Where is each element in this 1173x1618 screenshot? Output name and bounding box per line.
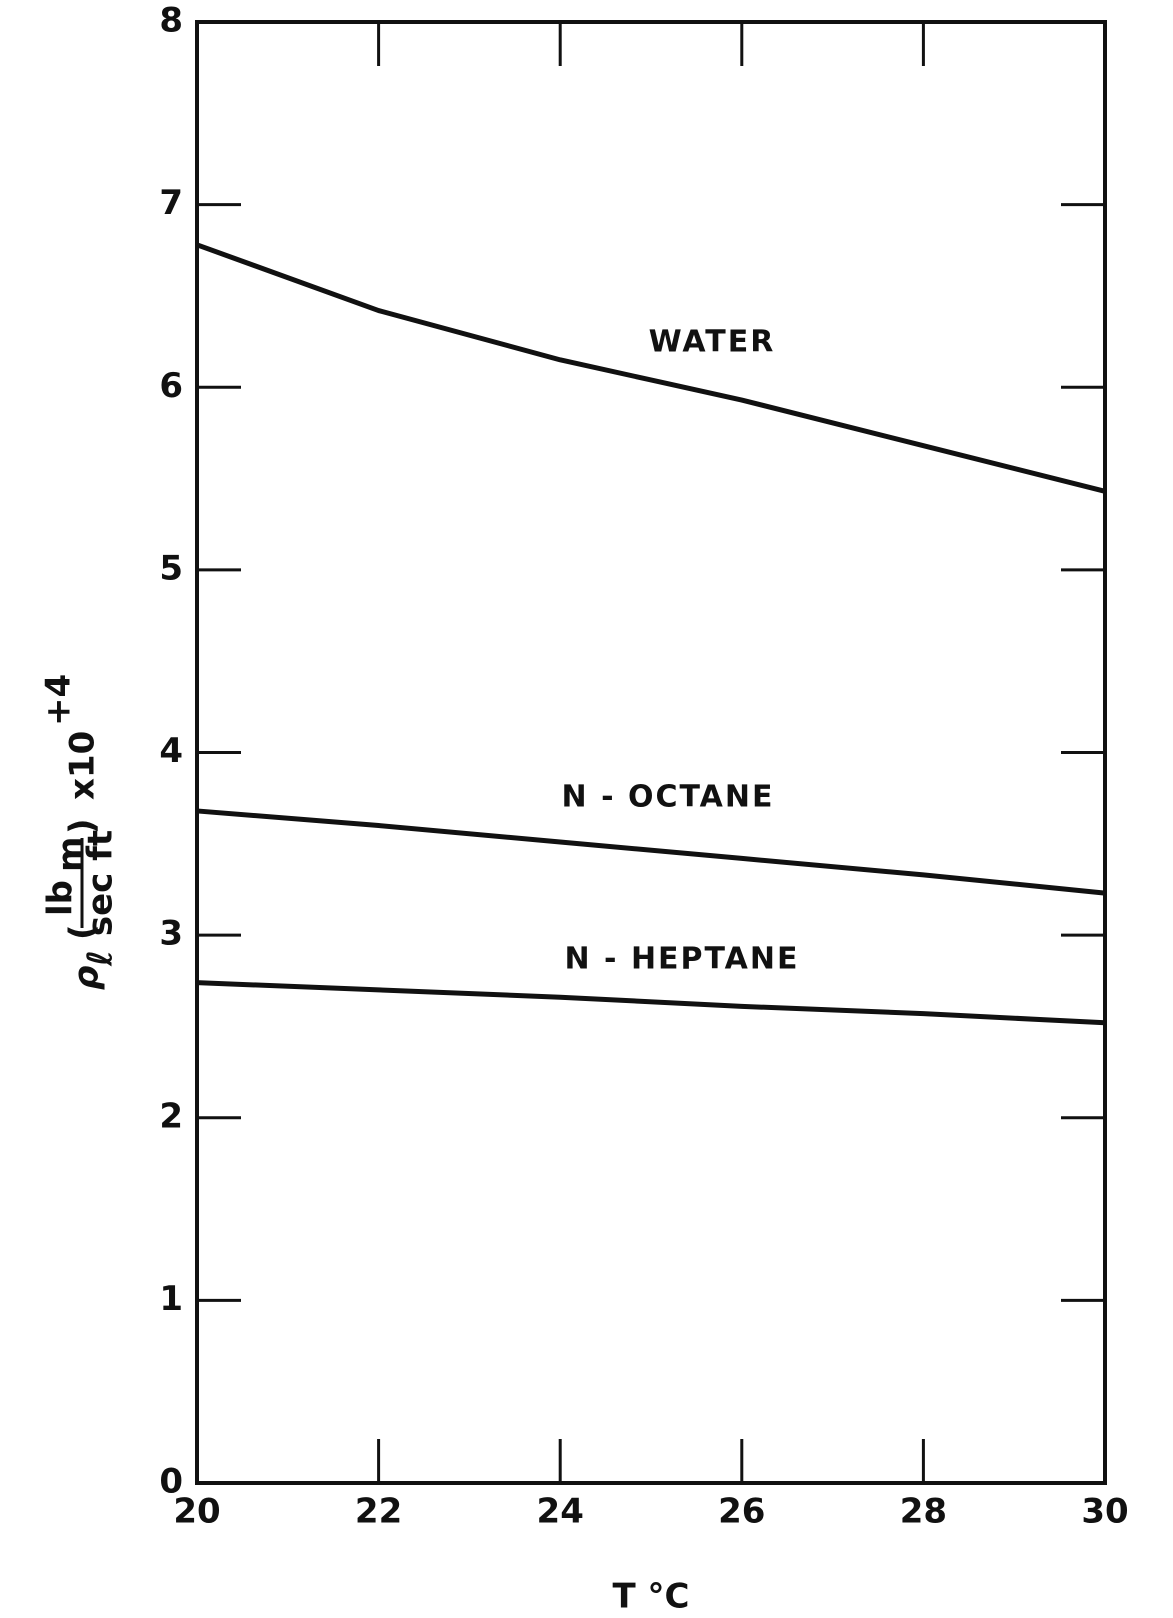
data-line xyxy=(196,980,1106,1026)
y-tick-label: 3 xyxy=(159,914,183,954)
y-label-symbol: ρ xyxy=(67,966,107,990)
y-label-numerator-subscript: m xyxy=(51,837,91,872)
x-tick-label: 26 xyxy=(718,1492,765,1532)
x-tick-label: 28 xyxy=(900,1492,947,1532)
y-tick-label: 5 xyxy=(159,548,183,588)
y-tick-label: 4 xyxy=(159,731,183,771)
y-axis-label: ρ ℓ ( lb m sec ft ) x10 +4 xyxy=(39,674,121,990)
y-tick-label: 0 xyxy=(159,1462,183,1502)
y-label-paren: ) xyxy=(63,818,103,834)
x-tick-label: 24 xyxy=(537,1492,584,1532)
series-label: N - OCTANE xyxy=(562,780,775,815)
x-tick-label: 20 xyxy=(173,1492,220,1532)
y-tick-label: 6 xyxy=(159,366,183,406)
y-tick-label: 8 xyxy=(159,1,183,41)
data-line xyxy=(196,242,1106,494)
x-tick-label: 30 xyxy=(1081,1492,1128,1532)
y-label-denominator: sec ft xyxy=(81,830,121,936)
y-tick-label: 2 xyxy=(159,1096,183,1136)
series-label: WATER xyxy=(649,325,776,360)
x-tick-label: 22 xyxy=(355,1492,402,1532)
series-label: N - HEPTANE xyxy=(565,942,800,977)
data-line xyxy=(196,808,1106,896)
y-label-exponent: +4 xyxy=(39,674,79,726)
y-tick-label: 1 xyxy=(159,1279,183,1319)
y-label-subscript: ℓ xyxy=(81,950,121,967)
plot-frame xyxy=(195,20,1107,1485)
y-label-numerator: lb xyxy=(41,880,81,916)
y-tick-label: 7 xyxy=(159,183,183,223)
y-label-paren: ( xyxy=(63,924,103,940)
x-axis-label: T °C xyxy=(613,1577,690,1617)
y-label-factor: x10 xyxy=(63,731,103,800)
